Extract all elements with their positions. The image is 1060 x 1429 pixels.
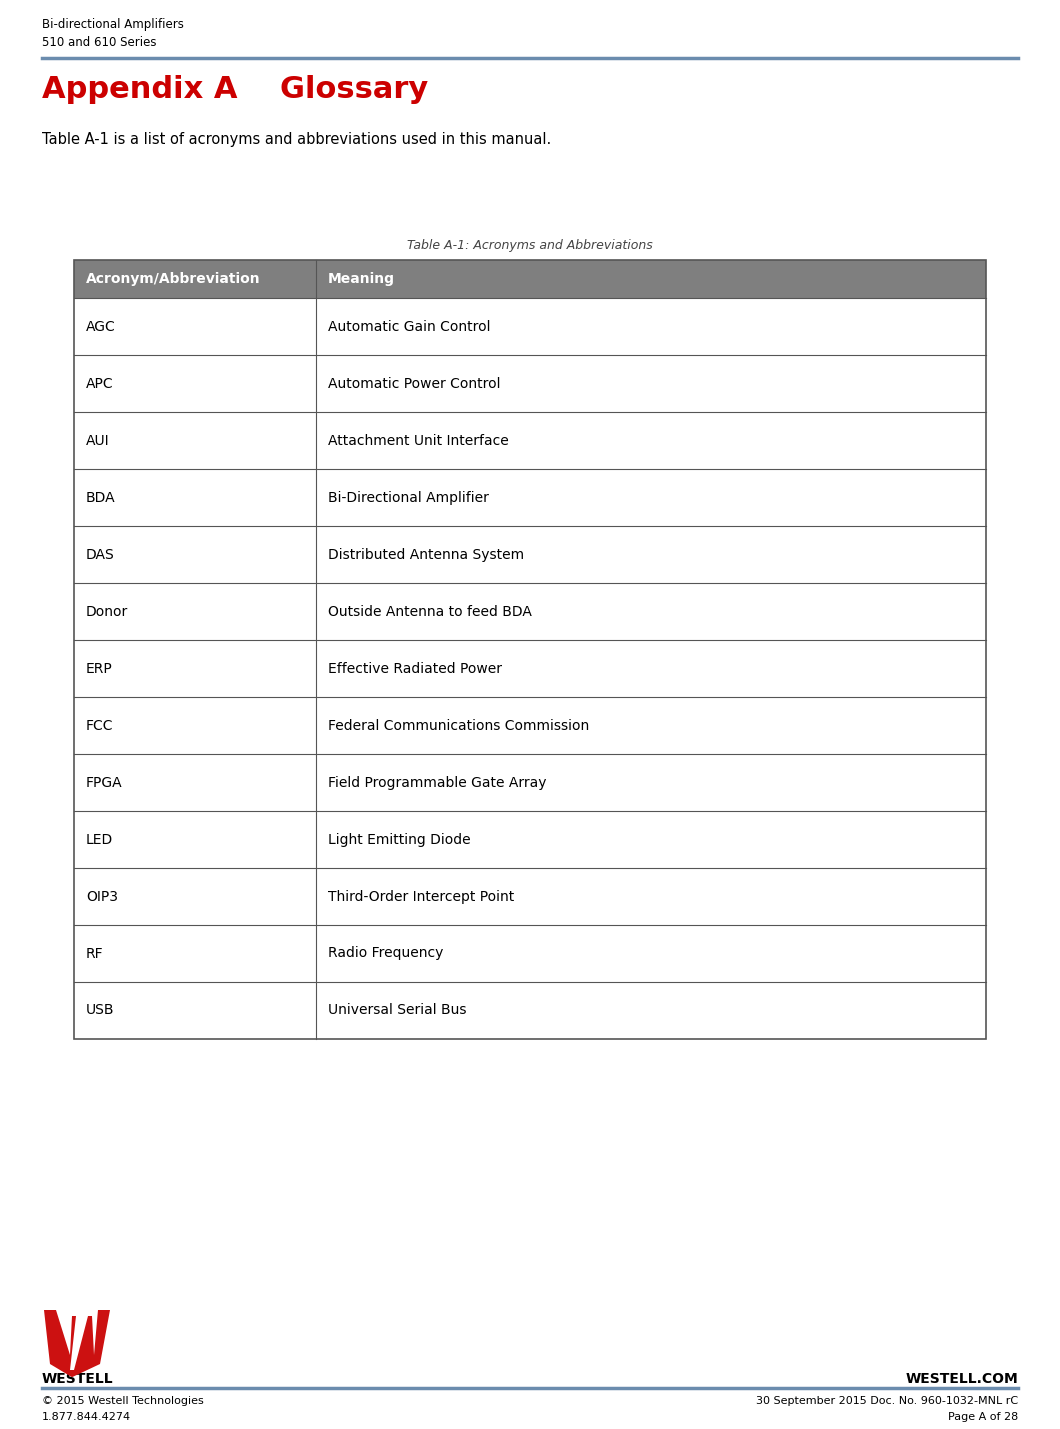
Text: WESTELL: WESTELL	[42, 1372, 113, 1386]
Text: 510 and 610 Series: 510 and 610 Series	[42, 36, 157, 49]
Text: Radio Frequency: Radio Frequency	[328, 946, 443, 960]
Text: Bi-Directional Amplifier: Bi-Directional Amplifier	[328, 490, 489, 504]
Bar	[74, 526, 986, 583]
Text: FCC: FCC	[86, 719, 113, 733]
Bar	[74, 867, 986, 925]
Bar	[74, 354, 986, 412]
Text: Page A of 28: Page A of 28	[948, 1412, 1018, 1422]
Polygon shape	[45, 1310, 110, 1378]
Bar	[74, 697, 986, 755]
Text: Table A-1 is a list of acronyms and abbreviations used in this manual.: Table A-1 is a list of acronyms and abbr…	[42, 131, 551, 147]
Bar	[74, 260, 986, 1039]
Bar	[74, 640, 986, 697]
Text: USB: USB	[86, 1003, 114, 1017]
Text: Light Emitting Diode: Light Emitting Diode	[328, 833, 471, 846]
Text: BDA: BDA	[86, 490, 116, 504]
Text: RF: RF	[86, 946, 104, 960]
Bar	[74, 812, 986, 867]
Bar	[74, 260, 986, 299]
Text: Donor: Donor	[86, 604, 128, 619]
Text: FPGA: FPGA	[86, 776, 123, 789]
Text: Third-Order Intercept Point: Third-Order Intercept Point	[328, 889, 514, 903]
Bar	[74, 299, 986, 354]
Text: Automatic Power Control: Automatic Power Control	[328, 376, 500, 390]
Text: Automatic Gain Control: Automatic Gain Control	[328, 320, 490, 333]
Bar	[74, 755, 986, 812]
Bar	[74, 412, 986, 469]
Text: Field Programmable Gate Array: Field Programmable Gate Array	[328, 776, 546, 789]
Text: Effective Radiated Power: Effective Radiated Power	[328, 662, 501, 676]
Text: Distributed Antenna System: Distributed Antenna System	[328, 547, 524, 562]
Text: 30 September 2015 Doc. No. 960-1032-MNL rC: 30 September 2015 Doc. No. 960-1032-MNL …	[756, 1396, 1018, 1406]
Text: DAS: DAS	[86, 547, 114, 562]
Text: Outside Antenna to feed BDA: Outside Antenna to feed BDA	[328, 604, 531, 619]
Text: Appendix A    Glossary: Appendix A Glossary	[42, 74, 428, 104]
Text: Table A-1: Acronyms and Abbreviations: Table A-1: Acronyms and Abbreviations	[407, 239, 653, 252]
Bar	[74, 982, 986, 1039]
Text: OIP3: OIP3	[86, 889, 118, 903]
Text: ERP: ERP	[86, 662, 112, 676]
Text: © 2015 Westell Technologies: © 2015 Westell Technologies	[42, 1396, 204, 1406]
Text: Bi-directional Amplifiers: Bi-directional Amplifiers	[42, 19, 183, 31]
Text: 1.877.844.4274: 1.877.844.4274	[42, 1412, 131, 1422]
Text: Federal Communications Commission: Federal Communications Commission	[328, 719, 589, 733]
Text: AGC: AGC	[86, 320, 116, 333]
Bar	[74, 583, 986, 640]
Text: Universal Serial Bus: Universal Serial Bus	[328, 1003, 466, 1017]
Bar	[74, 925, 986, 982]
Text: Meaning: Meaning	[328, 272, 394, 286]
Text: AUI: AUI	[86, 433, 109, 447]
Bar	[74, 469, 986, 526]
Text: Acronym/Abbreviation: Acronym/Abbreviation	[86, 272, 261, 286]
Text: Attachment Unit Interface: Attachment Unit Interface	[328, 433, 509, 447]
Text: WESTELL.COM: WESTELL.COM	[905, 1372, 1018, 1386]
Text: LED: LED	[86, 833, 113, 846]
Text: APC: APC	[86, 376, 113, 390]
